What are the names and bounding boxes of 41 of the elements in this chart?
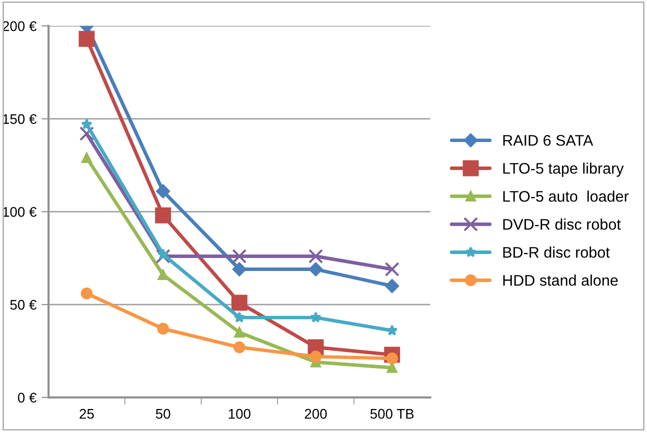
x-tick-label: 25 — [80, 408, 94, 419]
point — [386, 324, 398, 336]
point — [156, 248, 170, 264]
legend-label: LTO-5 tape library — [503, 162, 624, 177]
y-tick-label: 150 € — [3, 114, 37, 124]
point — [308, 262, 323, 276]
y-tick-label: 200 € — [2, 21, 37, 32]
point — [81, 152, 92, 164]
point — [308, 248, 324, 264]
point — [79, 126, 94, 141]
point — [158, 270, 168, 280]
point — [156, 184, 170, 198]
point — [232, 248, 247, 264]
point — [232, 262, 246, 276]
point — [231, 294, 248, 311]
point — [78, 30, 95, 47]
x-tick-label: 100 — [228, 408, 250, 419]
point — [157, 248, 169, 260]
point — [233, 341, 246, 354]
point — [157, 322, 169, 335]
point — [155, 207, 172, 224]
point — [234, 327, 245, 338]
point — [234, 312, 246, 323]
point — [80, 288, 93, 300]
y-tick-label: 100 € — [3, 207, 37, 217]
y-tick-label: 50 € — [10, 300, 37, 310]
legend-label: RAID 6 SATA — [503, 134, 594, 146]
legend-label: LTO-5 auto loader — [503, 190, 629, 202]
x-tick-label: 500 TB — [370, 408, 414, 419]
y-tick-label: 0 € — [18, 392, 37, 403]
legend-label: BD-R disc robot — [503, 246, 610, 258]
point — [386, 362, 398, 373]
x-tick-label: 200 — [304, 408, 327, 419]
legend-label: HDD stand alone — [503, 274, 618, 286]
point — [384, 262, 400, 277]
point — [310, 350, 322, 362]
point — [385, 279, 400, 293]
point — [310, 312, 322, 323]
legend-label: DVD-R disc robot — [503, 218, 621, 230]
x-tick-label: 50 — [156, 408, 170, 419]
point — [81, 118, 92, 130]
